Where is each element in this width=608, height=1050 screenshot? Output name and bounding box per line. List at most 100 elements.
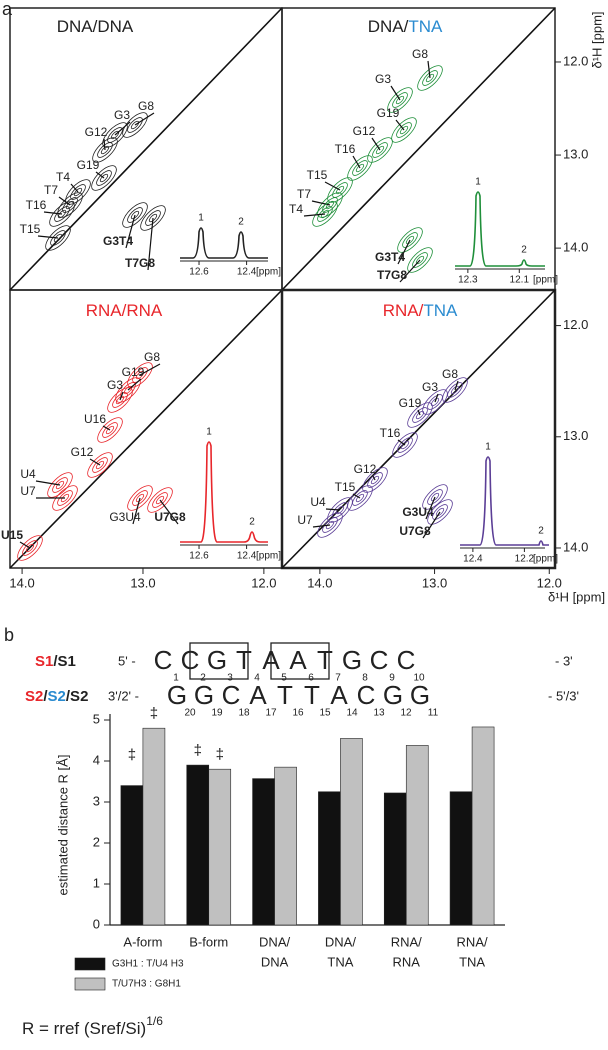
x-tick-label: TNA	[459, 954, 485, 969]
leader-line	[372, 475, 376, 481]
base: C	[357, 680, 376, 710]
x-tick-label: DNA/	[259, 934, 290, 949]
x-tick-label: DNA/	[325, 934, 356, 949]
contour	[442, 377, 468, 403]
inset-peak-label: 2	[521, 245, 527, 256]
contour	[397, 227, 423, 253]
contour	[135, 370, 145, 380]
contour	[97, 417, 123, 443]
x-tick-label: 13.0	[130, 575, 155, 590]
contour	[127, 117, 143, 133]
leader-line	[70, 183, 79, 193]
base-number: 9	[389, 673, 395, 684]
peak-label: G12	[354, 462, 377, 476]
inset-peak-label: 1	[198, 213, 204, 224]
leader-line	[427, 60, 431, 79]
peak-label: G3U4	[402, 505, 434, 519]
contour	[132, 367, 148, 383]
base: G	[342, 645, 362, 675]
legend-label: T/U7H3 : G8H1	[112, 979, 181, 990]
peak-label: T15	[20, 222, 41, 236]
spectrum-title-part: TNA	[408, 17, 443, 36]
x-tick-label: 13.0	[422, 575, 447, 590]
spectrum-title: RNA/RNA	[86, 301, 163, 320]
contour	[335, 505, 345, 515]
y-tick-label: 1	[93, 875, 100, 890]
formula-exponent: 1/6	[146, 1014, 163, 1028]
strand-name-part: /S2	[66, 688, 89, 705]
y-tick-label: 5	[93, 711, 100, 726]
leader-line	[35, 480, 61, 486]
contour	[352, 490, 368, 506]
contour	[422, 70, 438, 86]
contour	[407, 402, 433, 428]
spectrum-title: DNA/DNA	[57, 17, 134, 36]
spectrum-title-part: RNA/	[383, 301, 424, 320]
x-tick-label: 12.0	[537, 575, 562, 590]
contour	[370, 475, 380, 485]
y-tick-label: 3	[93, 793, 100, 808]
contour	[17, 535, 43, 561]
base: C	[370, 645, 389, 675]
contour	[322, 197, 338, 213]
contour	[417, 65, 443, 91]
contour	[102, 422, 118, 438]
contour	[148, 213, 158, 223]
diagonal	[281, 7, 556, 291]
contour	[367, 137, 393, 163]
peak-label: T4	[56, 170, 70, 184]
peak-label: T16	[380, 426, 401, 440]
inset-tick-label: 12.4	[237, 267, 257, 278]
inset-trace	[460, 456, 549, 546]
leader-line	[43, 211, 63, 215]
contour	[57, 490, 73, 506]
leader-line	[58, 196, 71, 206]
base: C	[397, 645, 416, 675]
contour	[145, 210, 161, 226]
leader-line	[352, 155, 361, 169]
bar	[120, 785, 144, 926]
leader-line	[390, 85, 401, 101]
peak-label: U15	[1, 528, 23, 542]
inset-unit: [ppm]	[256, 267, 281, 278]
contour	[362, 467, 388, 493]
inset-tick-label: 12.6	[189, 267, 209, 278]
leader-line	[397, 239, 411, 265]
contour	[102, 122, 128, 148]
peak-label: U7G8	[154, 510, 186, 524]
contour	[87, 452, 113, 478]
annotation: ‡	[150, 705, 158, 722]
base-number: 15	[319, 708, 331, 719]
contour	[427, 489, 443, 505]
inset-trace	[180, 227, 268, 259]
peak-label: G3U4	[109, 510, 141, 524]
contour	[317, 206, 333, 222]
leader-line	[147, 217, 154, 271]
base: G	[410, 680, 430, 710]
contour	[50, 230, 66, 246]
panel-label: a	[2, 0, 13, 19]
contour	[132, 490, 148, 506]
contour	[91, 165, 117, 191]
x-tick-label: 12.0	[251, 575, 276, 590]
spectrum-title-part: TNA	[423, 301, 458, 320]
contour	[57, 209, 67, 219]
peak-label: T7	[44, 183, 58, 197]
strand-name: S1/S1	[35, 653, 76, 670]
base-number: 16	[292, 708, 304, 719]
peak-label: T7G8	[125, 256, 155, 270]
base-number: 10	[413, 673, 425, 684]
leader-line	[417, 409, 421, 416]
peak-label: G8	[412, 47, 428, 61]
leader-line	[139, 363, 161, 376]
peak-label: G3	[375, 72, 391, 86]
base-number: 12	[400, 708, 412, 719]
leader-line	[395, 119, 405, 131]
peak-label: G19	[77, 158, 100, 172]
peak-label: T16	[335, 142, 356, 156]
x-tick-label: RNA	[393, 954, 421, 969]
contour	[367, 472, 383, 488]
contour	[407, 247, 433, 273]
annotation: ‡	[194, 742, 202, 759]
strand-end: - 3'	[555, 653, 573, 668]
